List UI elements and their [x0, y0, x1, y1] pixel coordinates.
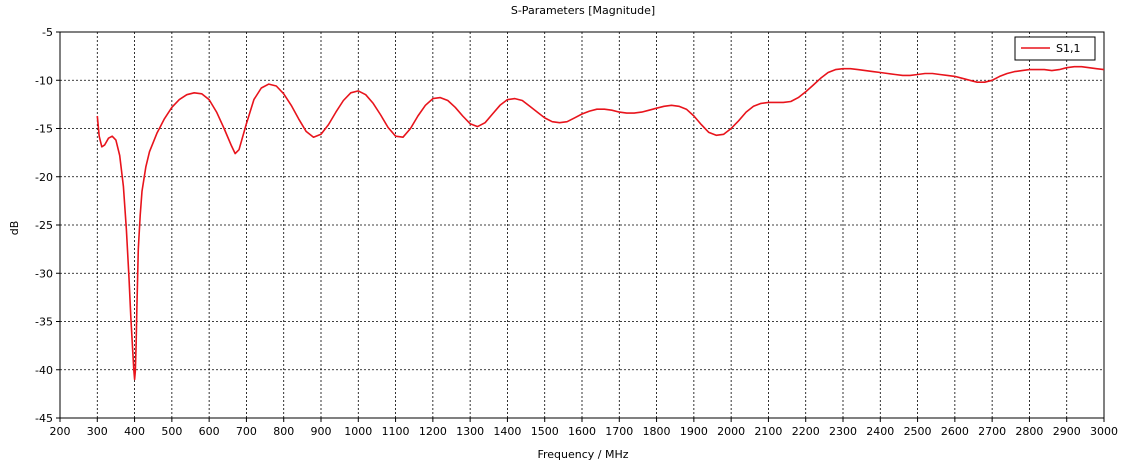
y-axis-label: dB	[8, 221, 21, 236]
y-tick-label: -35	[35, 316, 53, 329]
x-tick-label: 1900	[680, 425, 708, 438]
x-tick-label: 700	[236, 425, 257, 438]
x-tick-label: 1600	[568, 425, 596, 438]
x-tick-label: 2100	[754, 425, 782, 438]
x-tick-label: 1200	[419, 425, 447, 438]
x-tick-label: 500	[161, 425, 182, 438]
x-tick-label: 1800	[643, 425, 671, 438]
x-tick-label: 300	[87, 425, 108, 438]
x-tick-label: 200	[50, 425, 71, 438]
y-axis-ticks: -5 -10 -15 -20 -25 -30 -35 -40 -45	[35, 26, 60, 425]
series-lines	[96, 65, 1105, 381]
x-tick-label: 1300	[456, 425, 484, 438]
chart-title: S-Parameters [Magnitude]	[511, 4, 655, 17]
x-tick-label: 2000	[717, 425, 745, 438]
x-tick-label: 1100	[382, 425, 410, 438]
x-tick-label: 2700	[978, 425, 1006, 438]
x-tick-label: 2800	[1015, 425, 1043, 438]
x-tick-label: 3000	[1090, 425, 1118, 438]
y-tick-label: -30	[35, 267, 53, 280]
y-tick-label: -20	[35, 171, 53, 184]
x-tick-label: 2500	[904, 425, 932, 438]
y-tick-label: -45	[35, 412, 53, 425]
y-tick-label: -5	[42, 26, 53, 39]
x-tick-label: 1000	[344, 425, 372, 438]
x-axis-ticks: 200 300 400 500 600 700 800 900 1000 1100 1200 1300…	[50, 418, 1118, 438]
x-tick-label: 600	[199, 425, 220, 438]
x-tick-label: 1500	[531, 425, 559, 438]
x-tick-label: 2200	[792, 425, 820, 438]
x-tick-label: 400	[124, 425, 145, 438]
legend-box	[1014, 36, 1096, 61]
y-tick-label: -15	[35, 123, 53, 136]
y-tick-label: -10	[35, 74, 53, 87]
x-tick-label: 800	[273, 425, 294, 438]
x-tick-label: 1700	[605, 425, 633, 438]
series-line-s11	[96, 65, 1105, 381]
x-tick-label: 2400	[866, 425, 894, 438]
x-tick-label: 2600	[941, 425, 969, 438]
y-tick-label: -40	[35, 364, 53, 377]
legend: S1,1	[1014, 36, 1096, 61]
x-tick-label: 2900	[1053, 425, 1081, 438]
y-tick-label: -25	[35, 219, 53, 232]
x-axis-label: Frequency / MHz	[537, 448, 628, 461]
legend-label-s11: S1,1	[1056, 42, 1080, 55]
x-tick-label: 2300	[829, 425, 857, 438]
x-tick-label: 1400	[493, 425, 521, 438]
x-tick-label: 900	[311, 425, 332, 438]
grid-lines	[60, 32, 1104, 418]
